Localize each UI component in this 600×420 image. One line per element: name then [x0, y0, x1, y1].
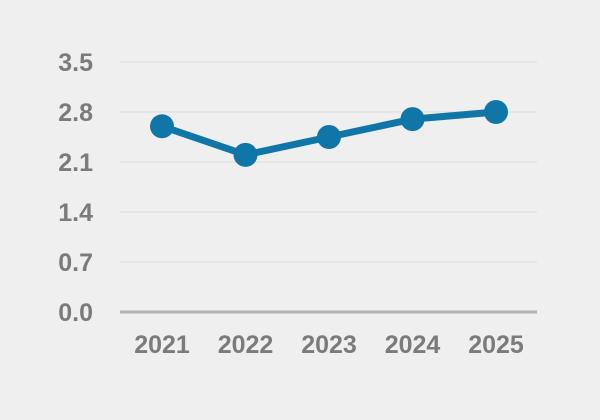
- data-point: [484, 100, 508, 124]
- y-tick-label: 3.5: [58, 49, 93, 77]
- data-point: [317, 125, 341, 149]
- y-tick-label: 0.0: [58, 299, 93, 327]
- y-tick-label: 2.1: [58, 149, 93, 177]
- x-tick-label: 2022: [218, 331, 274, 359]
- data-point: [150, 114, 174, 139]
- x-tick-label: 2023: [301, 331, 357, 359]
- x-tick-label: 2025: [468, 331, 524, 359]
- x-tick-label: 2021: [134, 331, 190, 359]
- data-point: [233, 142, 258, 167]
- y-tick-label: 0.7: [58, 249, 93, 277]
- data-point: [400, 107, 425, 132]
- y-tick-label: 1.4: [58, 199, 93, 227]
- y-tick-label: 2.8: [58, 99, 93, 127]
- x-tick-label: 2024: [385, 331, 441, 359]
